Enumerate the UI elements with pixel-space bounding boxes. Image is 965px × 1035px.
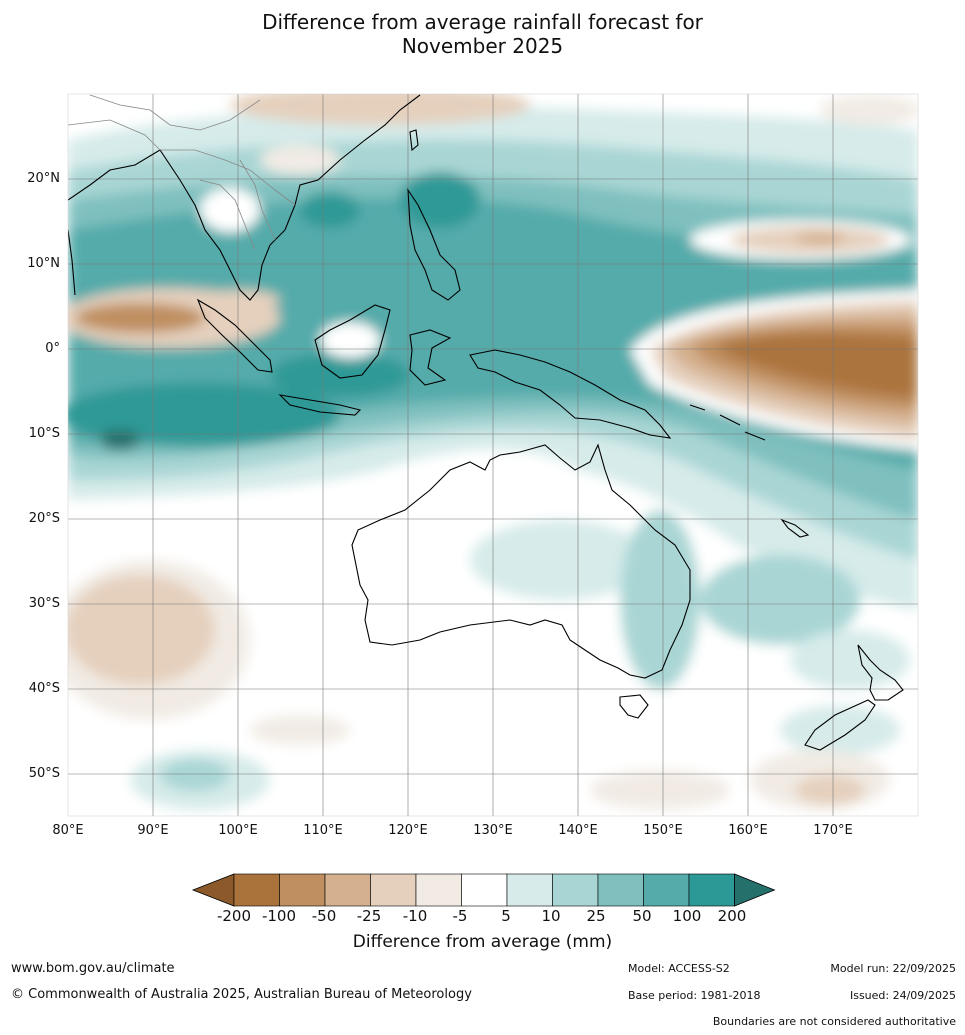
colorbar-swatch (461, 873, 508, 907)
new-zealand-north (857, 644, 904, 701)
colorbar-tick-4: -25 (356, 907, 382, 925)
lon-label-110e: 110°E (303, 823, 343, 838)
colorbar-tick-8: 10 (541, 907, 561, 925)
colorbar-tick-1: -200 (216, 907, 252, 925)
new-zealand-south (804, 699, 876, 751)
colorbar-swatch (643, 873, 690, 907)
title-line-1: Difference from average rainfall forecas… (262, 10, 703, 34)
boundaries-note: Boundaries are not considered authoritat… (712, 1015, 956, 1028)
colorbar-tick-11: 100 (672, 907, 702, 925)
solomon-islands (689, 404, 766, 441)
colorbar-swatch (279, 873, 326, 907)
colorbar-label: Difference from average (mm) (352, 932, 613, 952)
borneo-outline (314, 304, 391, 379)
lat-label-30s: 30°S (28, 596, 60, 611)
lat-label-40s: 40°S (28, 681, 60, 696)
colorbar-swatch (552, 873, 599, 907)
lon-label-150e: 150°E (643, 823, 683, 838)
colorbar-swatch (506, 873, 553, 907)
colorbar-extension-low (191, 873, 235, 907)
taiwan-outline (409, 129, 419, 152)
map-frame (67, 93, 919, 817)
colorbar-swatch (688, 873, 735, 907)
new-guinea-outline (469, 349, 672, 439)
sulawesi-outline (409, 329, 452, 386)
java-outline (278, 394, 362, 416)
title-line-2: November 2025 (401, 34, 564, 58)
colorbar (191, 873, 776, 907)
colorbar-swatch (370, 873, 417, 907)
base-period: Base period: 1981-2018 (628, 989, 761, 1002)
colorbar-extension-high (734, 873, 776, 907)
lat-label-20s: 20°S (28, 511, 60, 526)
sumatra-outline (196, 298, 273, 373)
lon-label-120e: 120°E (388, 823, 428, 838)
colorbar-tick-12: 200 (717, 907, 747, 925)
tasmania-outline (619, 694, 649, 719)
colorbar-swatch (597, 873, 644, 907)
model-run-date: Model run: 22/09/2025 (830, 962, 956, 975)
lon-label-140e: 140°E (558, 823, 598, 838)
lon-label-170e: 170°E (813, 823, 853, 838)
colorbar-tick-6: -5 (452, 907, 468, 925)
colorbar-tick-10: 50 (632, 907, 652, 925)
website-link[interactable]: www.bom.gov.au/climate (11, 961, 175, 976)
colorbar-tick-2: -100 (261, 907, 297, 925)
map-title: Difference from average rainfall forecas… (0, 10, 965, 58)
colorbar-tick-3: -50 (311, 907, 337, 925)
lon-label-80e: 80°E (52, 823, 84, 838)
map-field (68, 94, 918, 816)
graticule (68, 94, 918, 816)
colorbar-swatch (415, 873, 462, 907)
australia-outline (351, 443, 691, 679)
lon-label-100e: 100°E (218, 823, 258, 838)
asia-coast (68, 94, 421, 301)
copyright-text: © Commonwealth of Australia 2025, Austra… (11, 987, 472, 1002)
lat-label-10n: 10°N (27, 256, 60, 271)
colorbar-swatch (233, 873, 280, 907)
colorbar-tick-9: 25 (586, 907, 606, 925)
colorbar-tick-7: 5 (501, 907, 511, 925)
new-caledonia-outline (780, 518, 810, 538)
issued-date: Issued: 24/09/2025 (849, 989, 956, 1002)
country-borders (68, 94, 296, 251)
philippines-outline (407, 188, 461, 301)
india-coast (68, 229, 76, 296)
lat-label-0: 0° (45, 341, 60, 356)
lat-label-50s: 50°S (28, 766, 60, 781)
lat-label-10s: 10°S (28, 426, 60, 441)
coastlines (68, 94, 904, 751)
lat-label-20n: 20°N (27, 171, 60, 186)
lon-label-130e: 130°E (473, 823, 513, 838)
model-name: Model: ACCESS-S2 (628, 962, 730, 975)
colorbar-swatch (324, 873, 371, 907)
lon-label-160e: 160°E (728, 823, 768, 838)
lon-label-90e: 90°E (137, 823, 169, 838)
colorbar-tick-5: -10 (402, 907, 428, 925)
